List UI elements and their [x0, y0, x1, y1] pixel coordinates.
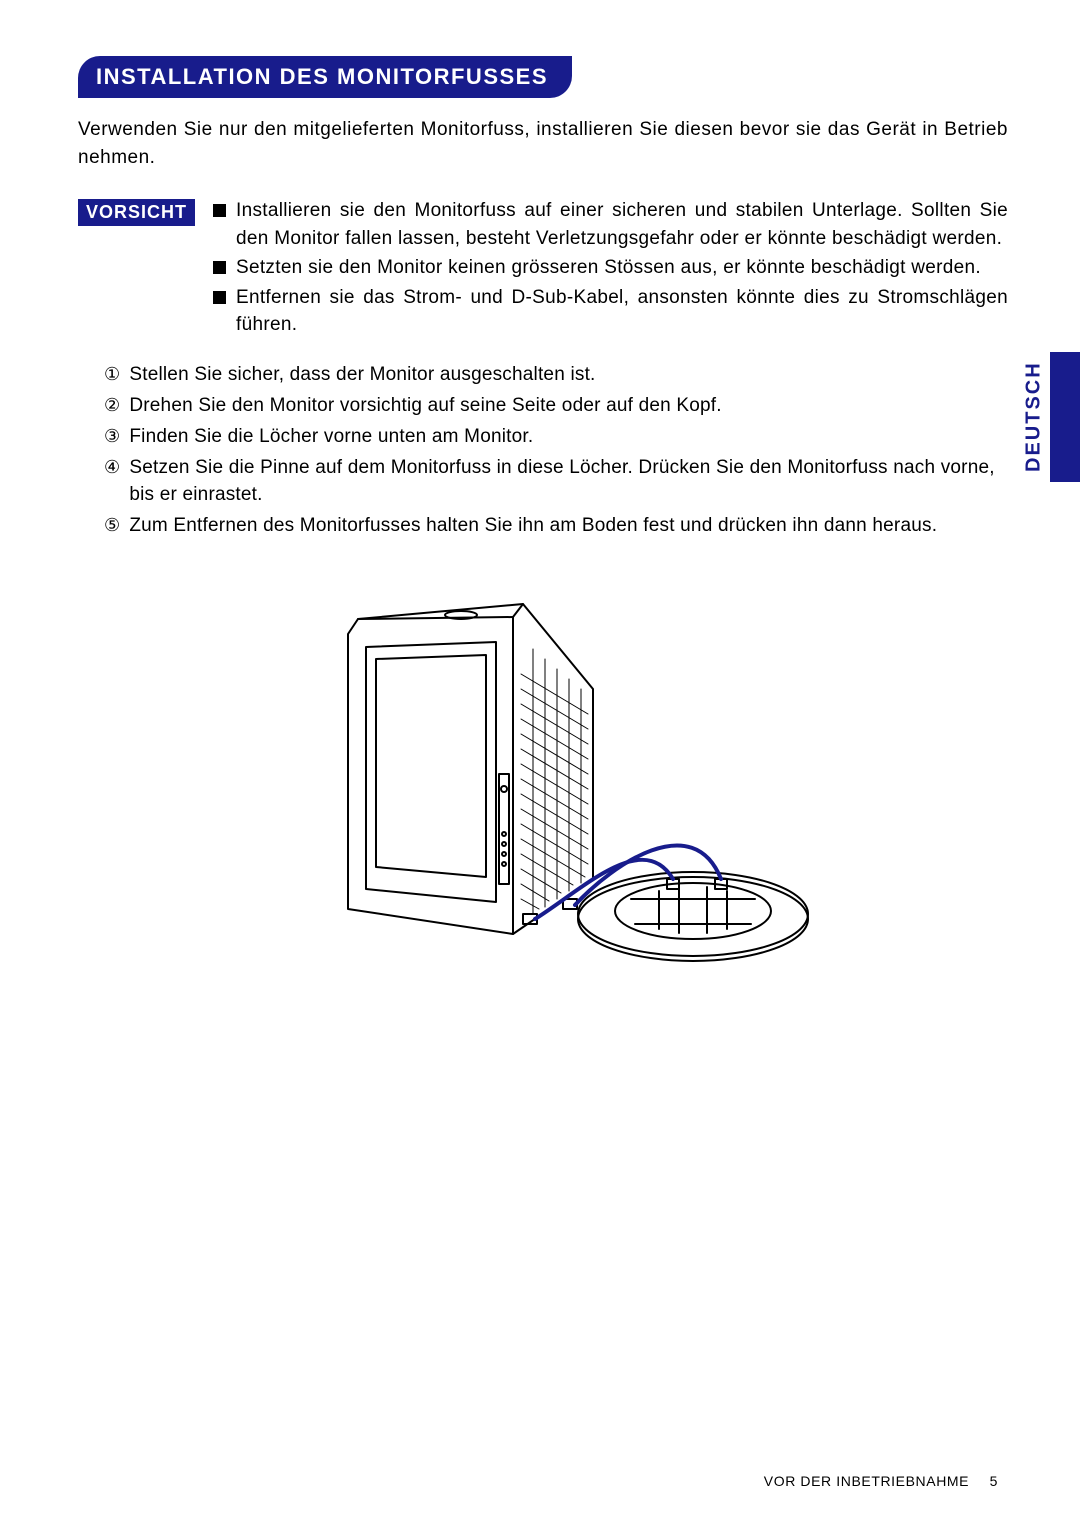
- step-text: Stellen Sie sicher, dass der Monitor aus…: [128, 361, 1006, 390]
- section-heading: INSTALLATION DES MONITORFUSSES: [78, 56, 572, 98]
- caution-item: Setzten sie den Monitor keinen grösseren…: [213, 254, 1008, 282]
- square-bullet-icon: [213, 291, 226, 304]
- intro-paragraph: Verwenden Sie nur den mitgelieferten Mon…: [78, 116, 1008, 171]
- step-number: ①: [80, 361, 126, 390]
- document-page: INSTALLATION DES MONITORFUSSES Verwenden…: [0, 0, 1080, 1052]
- step-row: ③ Finden Sie die Löcher vorne unten am M…: [80, 423, 1006, 452]
- steps-list: ① Stellen Sie sicher, dass der Monitor a…: [78, 359, 1008, 543]
- caution-badge: VORSICHT: [78, 199, 195, 226]
- caution-list: Installieren sie den Monitorfuss auf ein…: [213, 197, 1008, 341]
- step-text: Finden Sie die Löcher vorne unten am Mon…: [128, 423, 1006, 452]
- language-tab: [1050, 352, 1080, 482]
- step-number: ④: [80, 454, 126, 509]
- step-number: ⑤: [80, 512, 126, 541]
- step-row: ④ Setzen Sie die Pinne auf dem Monitorfu…: [80, 454, 1006, 509]
- caution-text: Setzten sie den Monitor keinen grösseren…: [236, 254, 1008, 282]
- monitor-base-illustration-icon: [263, 579, 823, 999]
- page-footer: VOR DER INBETRIEBNAHME 5: [764, 1473, 998, 1489]
- square-bullet-icon: [213, 204, 226, 217]
- step-number: ③: [80, 423, 126, 452]
- step-number: ②: [80, 392, 126, 421]
- caution-block: VORSICHT Installieren sie den Monitorfus…: [78, 197, 1008, 341]
- caution-text: Installieren sie den Monitorfuss auf ein…: [236, 197, 1008, 252]
- step-row: ⑤ Zum Entfernen des Monitorfusses halten…: [80, 512, 1006, 541]
- caution-item: Entfernen sie das Strom- und D-Sub-Kabel…: [213, 284, 1008, 339]
- illustration-container: [78, 579, 1008, 1004]
- caution-text: Entfernen sie das Strom- und D-Sub-Kabel…: [236, 284, 1008, 339]
- footer-page-number: 5: [990, 1473, 998, 1489]
- step-text: Zum Entfernen des Monitorfusses halten S…: [128, 512, 1006, 541]
- language-label: DEUTSCH: [1022, 352, 1046, 482]
- step-text: Drehen Sie den Monitor vorsichtig auf se…: [128, 392, 1006, 421]
- step-row: ① Stellen Sie sicher, dass der Monitor a…: [80, 361, 1006, 390]
- footer-section: VOR DER INBETRIEBNAHME: [764, 1473, 969, 1489]
- step-text: Setzen Sie die Pinne auf dem Monitorfuss…: [128, 454, 1006, 509]
- caution-item: Installieren sie den Monitorfuss auf ein…: [213, 197, 1008, 252]
- step-row: ② Drehen Sie den Monitor vorsichtig auf …: [80, 392, 1006, 421]
- square-bullet-icon: [213, 261, 226, 274]
